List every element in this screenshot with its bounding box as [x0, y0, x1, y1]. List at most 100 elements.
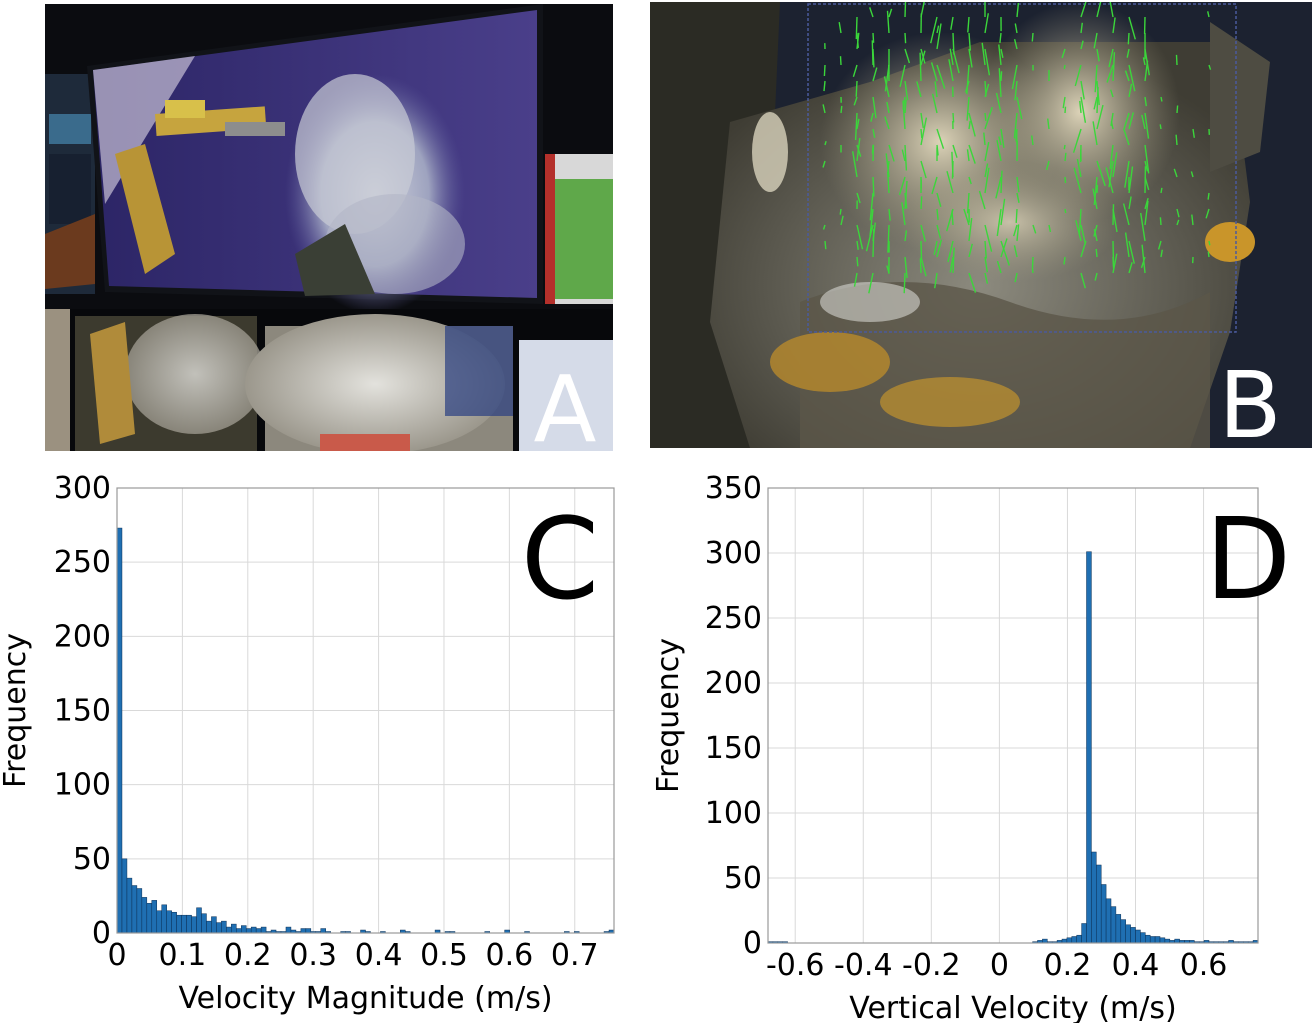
velocity-vector [920, 258, 921, 273]
histogram-bar [321, 929, 326, 933]
x-tick-label: 0 [107, 938, 126, 973]
histogram-bar [211, 917, 216, 933]
velocity-vector [1033, 257, 1034, 268]
velocity-vector [904, 273, 905, 293]
vent-piv-photo: B [650, 2, 1312, 448]
histogram-bars [768, 552, 1258, 943]
velocity-vector [1064, 145, 1065, 149]
histogram-bar [1116, 914, 1121, 943]
histogram-bar [301, 929, 306, 933]
histogram-bar [142, 897, 147, 933]
x-axis-label: Velocity Magnitude (m/s) [178, 981, 552, 1016]
x-tick-label: 0.4 [1112, 948, 1160, 983]
velocity-vector [841, 106, 842, 113]
velocity-vector [1096, 249, 1097, 257]
velocity-vector [905, 2, 906, 17]
y-tick-label: 250 [705, 601, 762, 636]
velocity-vector [857, 257, 858, 266]
histogram-bar [226, 927, 231, 933]
y-tick-label: 150 [705, 731, 762, 766]
histogram-bar [1067, 938, 1072, 943]
velocity-vector [920, 53, 921, 81]
histogram-bar [152, 900, 157, 933]
velocity-vector [873, 229, 874, 257]
y-tick-label: 50 [724, 861, 762, 896]
grid-lines [768, 488, 1258, 943]
x-tick-label: 0.5 [420, 938, 468, 973]
velocity-vector [824, 65, 825, 76]
velocity-vector [825, 241, 826, 249]
velocity-vector [1113, 257, 1114, 267]
velocity-vector [921, 129, 922, 138]
velocity-vector [1160, 217, 1161, 225]
y-tick-label: 100 [54, 768, 111, 803]
velocity-vector [1064, 257, 1065, 265]
velocity-vector [1065, 177, 1066, 183]
x-tick-label: -0.2 [902, 948, 961, 983]
panel-d-letter: D [1205, 495, 1291, 625]
histogram-bar [306, 929, 311, 933]
y-tick-label: 0 [743, 926, 762, 961]
histogram-bar [1136, 930, 1141, 943]
velocity-vector [1065, 209, 1066, 213]
x-tick-label: 0.4 [355, 938, 403, 973]
x-tick-label: 0.7 [551, 938, 599, 973]
y-axis-label: Frequency [651, 638, 686, 793]
histogram-bar [246, 929, 251, 933]
velocity-vector [952, 211, 953, 226]
histogram-bar [251, 927, 256, 933]
histogram-bar [172, 912, 177, 933]
histogram-bar [206, 921, 211, 933]
histogram-bar [1072, 937, 1077, 944]
x-tick-label: 0.6 [1180, 948, 1228, 983]
velocity-vector [1032, 268, 1033, 273]
histogram-bar [216, 923, 221, 933]
y-tick-label: 200 [705, 666, 762, 701]
velocity-vector [840, 209, 841, 215]
y-tick-label: 300 [705, 536, 762, 571]
velocity-vector [1161, 188, 1162, 193]
histogram-bar [117, 528, 122, 933]
y-tick-label: 100 [705, 796, 762, 831]
velocity-vector [1160, 124, 1161, 129]
histogram-bar [137, 889, 142, 934]
velocity-vector [856, 81, 857, 97]
x-axis-label: Vertical Velocity (m/s) [849, 991, 1176, 1023]
velocity-vector [1177, 55, 1178, 65]
photo-panel-a: A [45, 4, 613, 451]
photo-panel-b: B [650, 2, 1312, 448]
control-room-photo: A [45, 4, 613, 451]
histogram-bar [1087, 552, 1092, 943]
histogram-bar [1106, 899, 1111, 943]
velocity-vector [872, 40, 873, 65]
histogram-bar [132, 886, 137, 933]
histogram-bar [167, 911, 172, 933]
histogram-bar [1101, 885, 1106, 944]
histogram-bar [1091, 852, 1096, 943]
histogram-bar [157, 911, 162, 933]
histogram-bar [1140, 933, 1145, 943]
x-tick-label: 0.1 [159, 938, 207, 973]
velocity-vector [824, 81, 825, 91]
histogram-bar [197, 908, 202, 933]
panel-c-letter: C [521, 495, 599, 625]
velocity-vector [1161, 97, 1162, 102]
velocity-vector [1209, 241, 1210, 245]
y-tick-label: 300 [54, 471, 111, 506]
y-tick-label: 50 [73, 842, 111, 877]
x-tick-label: 0.6 [486, 938, 534, 973]
plot-frame [768, 488, 1258, 943]
histogram-bar [1150, 937, 1155, 944]
histogram-bar [122, 859, 127, 933]
velocity-vector [905, 100, 906, 113]
velocity-vector [1032, 33, 1033, 42]
histogram-bar [177, 915, 182, 933]
velocity-vector [1016, 209, 1017, 223]
x-tick-label: 0.2 [224, 938, 272, 973]
